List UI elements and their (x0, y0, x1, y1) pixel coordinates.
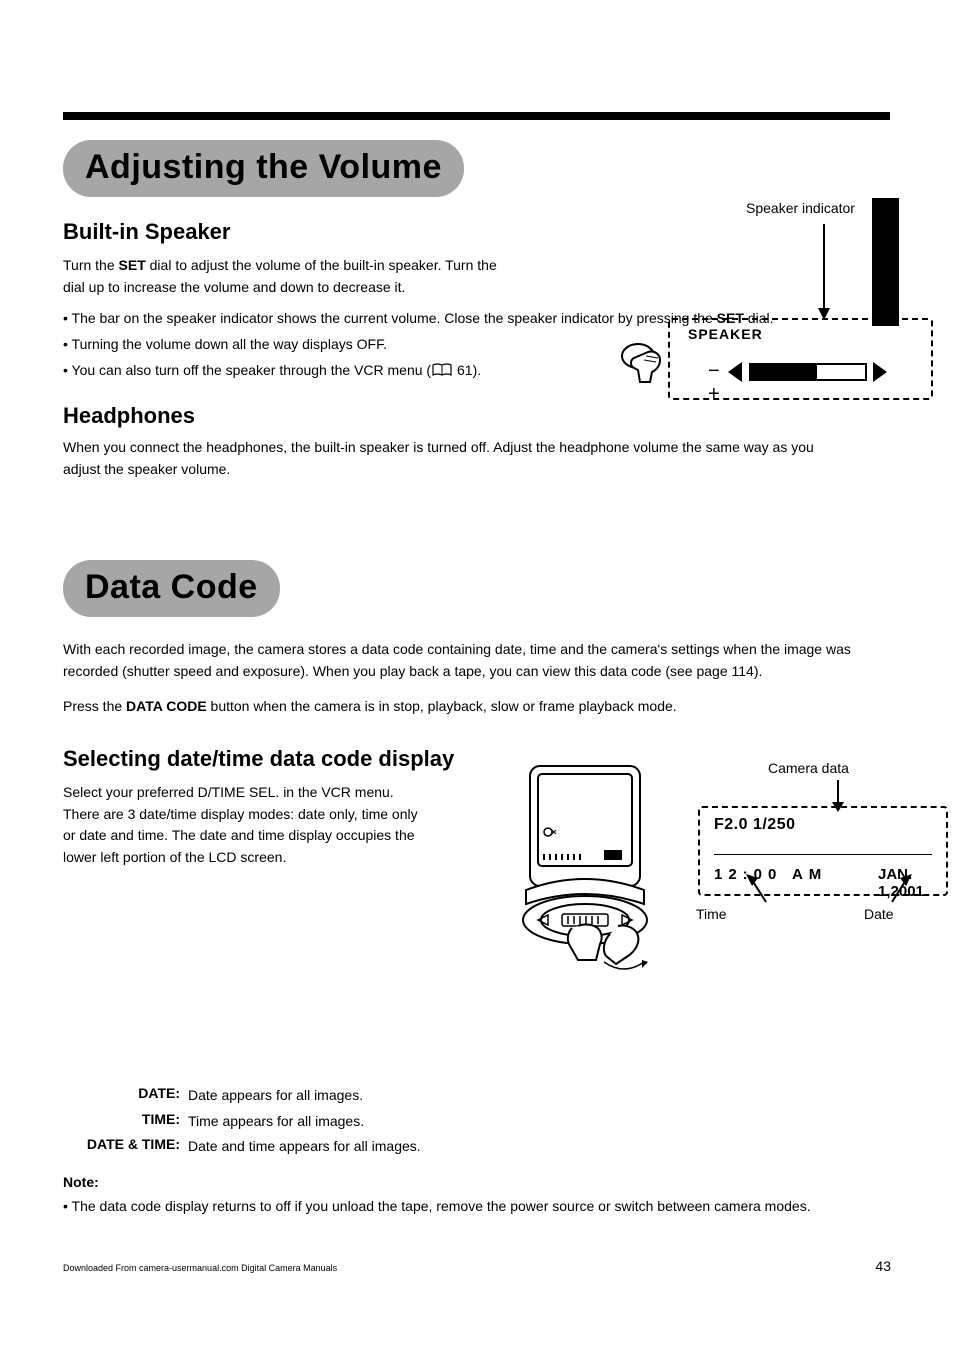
bullet2-mid: OFF (357, 336, 383, 352)
section1-title: Adjusting the Volume (85, 148, 442, 186)
arrow-down-icon (816, 224, 832, 320)
note-body: • The data code display returns to off i… (63, 1196, 883, 1218)
bullet3-pageref: 61 (457, 362, 473, 378)
left-triangle-icon (728, 362, 742, 382)
volume-bar-outline (749, 363, 867, 381)
para2-bold: DATA CODE (126, 698, 207, 714)
list-val: Time appears for all images. (188, 1111, 890, 1133)
section2-para2: Press the DATA CODE button when the came… (63, 696, 883, 718)
list-val: Date and time appears for all images. (188, 1136, 890, 1158)
section2-title: Data Code (85, 568, 258, 606)
display-modes-list: DATE: Date appears for all images. TIME:… (63, 1085, 890, 1158)
page-number: 43 (875, 1258, 891, 1274)
note-body-text: The data code display returns to off if … (72, 1198, 811, 1214)
footer-attribution: Downloaded From camera-usermanual.com Di… (63, 1262, 337, 1275)
top-rule (63, 112, 890, 120)
list-item: TIME: Time appears for all images. (63, 1111, 890, 1133)
section1-body2: When you connect the headphones, the bui… (63, 437, 843, 480)
section2-select-body: Select your preferred D/TIME SEL. in the… (63, 782, 433, 869)
section1-body1: Turn the SET dial to adjust the volume o… (63, 255, 513, 298)
hand-pointer-icon (620, 340, 674, 394)
bullet2-prefix: Turning the volume down all the way disp… (72, 336, 357, 352)
list-key: TIME: (63, 1111, 188, 1133)
para2-suffix: button when the camera is in stop, playb… (207, 698, 677, 714)
volume-bar-row: − + (704, 360, 904, 380)
section2-para1: With each recorded image, the camera sto… (63, 639, 883, 682)
section2-title-pill: Data Code (63, 560, 280, 617)
right-triangle-icon (873, 362, 887, 382)
volume-bar-fill (751, 365, 817, 379)
section1-title-pill: Adjusting the Volume (63, 140, 464, 197)
book-icon (432, 362, 452, 376)
lcd-camera-data: F2.0 1/250 (714, 816, 796, 834)
lcd-speaker-text: SPEAKER (688, 326, 763, 342)
list-item: DATE & TIME: Date and time appears for a… (63, 1136, 890, 1158)
note-heading: Note: (63, 1172, 890, 1194)
list-key: DATE & TIME: (63, 1136, 188, 1158)
bullet2-suffix: . (383, 336, 387, 352)
camera-data-label: Camera data (768, 760, 849, 776)
lcd-date: JAN. 1,2001 (878, 866, 948, 900)
data-code-figure: Camera data Time Date F2.0 1/250 12:00 A… (508, 760, 948, 980)
para2-prefix: Press the (63, 698, 126, 714)
lcd-time: 12:00 AM (714, 866, 827, 883)
section1-subtitle2: Headphones (63, 403, 890, 429)
time-label: Time (696, 906, 727, 922)
lcd-monitor-illustration (508, 760, 678, 970)
list-item: DATE: Date appears for all images. (63, 1085, 890, 1107)
speaker-indicator-figure: Speaker indicator SPEAKER − + (628, 200, 948, 400)
plus-sign: + (708, 383, 720, 406)
bullet1-prefix: The bar on the speaker indicator shows t… (72, 310, 717, 326)
body1-bold: SET (119, 257, 146, 273)
list-key: DATE: (63, 1085, 188, 1107)
arrow-down-icon (830, 780, 846, 812)
body1-prefix: Turn the (63, 257, 119, 273)
speaker-indicator-label: Speaker indicator (746, 200, 855, 216)
date-label: Date (864, 906, 894, 922)
minus-sign: − (708, 360, 720, 383)
note-block: Note: • The data code display returns to… (63, 1172, 890, 1217)
lcd-divider (714, 854, 932, 855)
list-val: Date appears for all images. (188, 1085, 890, 1107)
